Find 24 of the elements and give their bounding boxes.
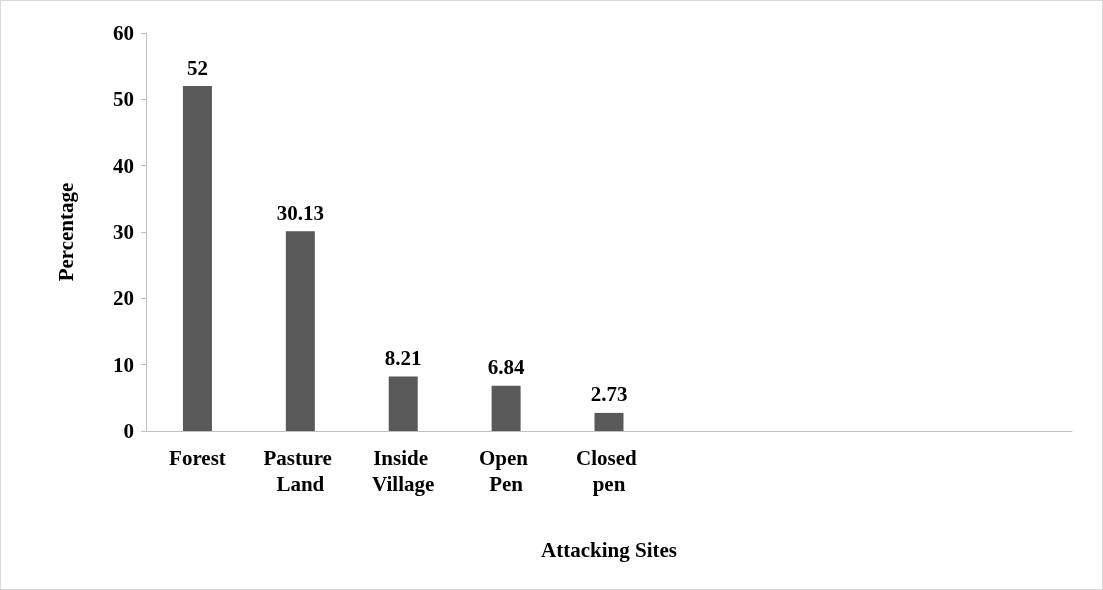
bar bbox=[285, 231, 315, 431]
y-tick-label: 30 bbox=[113, 220, 134, 244]
bar bbox=[388, 376, 418, 431]
x-axis-title: Attacking Sites bbox=[541, 537, 677, 562]
data-label: 52 bbox=[186, 55, 208, 80]
x-tick-label: Pasture Land bbox=[263, 446, 338, 496]
y-axis-title: Percentage bbox=[53, 182, 78, 282]
x-tick-label: Inside Village bbox=[372, 446, 435, 496]
y-tick-label: 20 bbox=[113, 286, 134, 311]
y-tick-label: 50 bbox=[113, 87, 134, 112]
data-label: 6.84 bbox=[487, 355, 525, 380]
y-tick-label: 10 bbox=[113, 352, 134, 377]
x-tick-label: Closed pen bbox=[576, 446, 642, 496]
bar bbox=[594, 412, 624, 431]
bar bbox=[182, 86, 212, 431]
data-label: 2.73 bbox=[590, 382, 628, 407]
y-tick-label: 0 bbox=[123, 419, 134, 443]
y-tick-label: 60 bbox=[113, 21, 134, 45]
bar bbox=[491, 385, 521, 431]
data-label: 8.21 bbox=[384, 346, 422, 371]
data-label: 30.13 bbox=[276, 200, 324, 225]
x-tick-label: Forest bbox=[169, 446, 226, 470]
x-tick-label: Open Pen bbox=[478, 446, 534, 496]
y-tick-label: 40 bbox=[113, 153, 134, 178]
